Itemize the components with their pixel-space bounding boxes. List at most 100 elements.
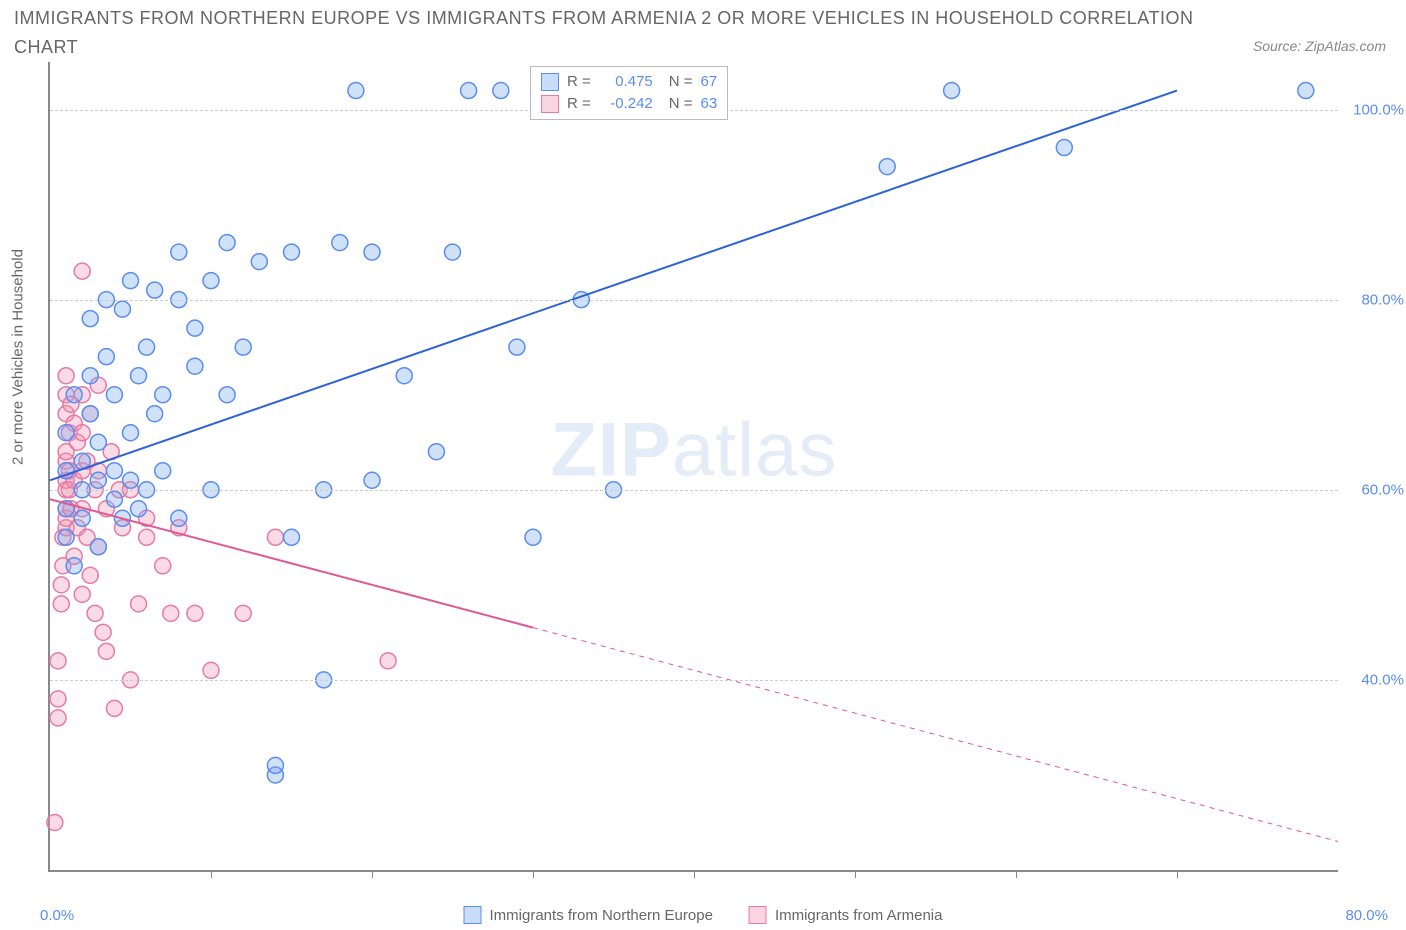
scatter-point-blue xyxy=(879,159,895,175)
scatter-point-blue xyxy=(58,529,74,545)
scatter-point-blue xyxy=(187,358,203,374)
scatter-point-pink xyxy=(163,605,179,621)
scatter-point-blue xyxy=(251,254,267,270)
chart-svg xyxy=(50,62,1338,870)
scatter-point-pink xyxy=(203,662,219,678)
plot-area: ZIPatlas 40.0%60.0%80.0%100.0% xyxy=(48,62,1338,872)
trend-line-pink-dashed xyxy=(533,628,1338,842)
bottom-legend-pink-label: Immigrants from Armenia xyxy=(775,907,943,924)
scatter-point-pink xyxy=(74,586,90,602)
scatter-point-pink xyxy=(187,605,203,621)
scatter-point-pink xyxy=(139,529,155,545)
scatter-point-blue xyxy=(131,501,147,517)
scatter-point-pink xyxy=(74,425,90,441)
scatter-point-blue xyxy=(74,510,90,526)
bottom-legend: Immigrants from Northern Europe Immigran… xyxy=(464,906,943,924)
x-tick xyxy=(1016,870,1017,878)
scatter-point-blue xyxy=(445,244,461,260)
scatter-point-blue xyxy=(235,339,251,355)
scatter-point-blue xyxy=(123,472,139,488)
x-tick xyxy=(372,870,373,878)
n-value-blue: 67 xyxy=(701,71,718,93)
source-attribution: Source: ZipAtlas.com xyxy=(1253,38,1386,54)
scatter-point-blue xyxy=(106,491,122,507)
scatter-point-pink xyxy=(53,577,69,593)
chart-title-line1: IMMIGRANTS FROM NORTHERN EUROPE VS IMMIG… xyxy=(14,8,1193,29)
scatter-point-pink xyxy=(74,263,90,279)
legend-row-blue: R = 0.475 N = 67 xyxy=(541,71,717,93)
scatter-point-pink xyxy=(106,700,122,716)
scatter-point-blue xyxy=(90,434,106,450)
n-label: N = xyxy=(669,71,693,93)
n-label-pink: N = xyxy=(669,93,693,115)
scatter-point-blue xyxy=(1298,83,1314,99)
scatter-point-pink xyxy=(47,814,63,830)
y-axis-title: 2 or more Vehicles in Household xyxy=(10,249,27,465)
scatter-point-blue xyxy=(98,349,114,365)
scatter-point-blue xyxy=(284,529,300,545)
scatter-point-blue xyxy=(82,368,98,384)
scatter-point-pink xyxy=(53,596,69,612)
scatter-point-blue xyxy=(284,244,300,260)
scatter-point-blue xyxy=(493,83,509,99)
bottom-legend-pink: Immigrants from Armenia xyxy=(749,906,943,924)
x-tick xyxy=(211,870,212,878)
scatter-point-pink xyxy=(98,643,114,659)
scatter-point-blue xyxy=(66,558,82,574)
scatter-point-blue xyxy=(90,539,106,555)
scatter-point-pink xyxy=(267,529,283,545)
scatter-point-pink xyxy=(58,368,74,384)
scatter-point-blue xyxy=(106,387,122,403)
scatter-point-pink xyxy=(50,691,66,707)
scatter-point-blue xyxy=(461,83,477,99)
r-label: R = xyxy=(567,71,591,93)
scatter-point-blue xyxy=(66,387,82,403)
x-tick xyxy=(1177,870,1178,878)
scatter-point-blue xyxy=(428,444,444,460)
scatter-point-blue xyxy=(1056,140,1072,156)
scatter-point-pink xyxy=(155,558,171,574)
y-tick-label: 60.0% xyxy=(1361,481,1404,498)
scatter-point-blue xyxy=(131,368,147,384)
scatter-point-blue xyxy=(139,339,155,355)
scatter-point-blue xyxy=(332,235,348,251)
y-tick-label: 80.0% xyxy=(1361,291,1404,308)
gridline xyxy=(50,300,1338,301)
correlation-legend: R = 0.475 N = 67 R = -0.242 N = 63 xyxy=(530,66,728,120)
swatch-pink xyxy=(541,95,559,113)
scatter-point-blue xyxy=(171,510,187,526)
trend-line-pink-solid xyxy=(50,499,533,627)
scatter-point-blue xyxy=(219,387,235,403)
scatter-point-pink xyxy=(82,567,98,583)
scatter-point-blue xyxy=(219,235,235,251)
scatter-point-blue xyxy=(106,463,122,479)
scatter-point-blue xyxy=(267,757,283,773)
swatch-blue xyxy=(541,73,559,91)
scatter-point-blue xyxy=(203,273,219,289)
scatter-point-blue xyxy=(114,301,130,317)
scatter-point-pink xyxy=(50,653,66,669)
scatter-point-blue xyxy=(171,244,187,260)
r-value-pink: -0.242 xyxy=(599,93,653,115)
scatter-point-blue xyxy=(155,463,171,479)
n-value-pink: 63 xyxy=(701,93,718,115)
r-value-blue: 0.475 xyxy=(599,71,653,93)
x-tick xyxy=(694,870,695,878)
x-axis-zero-label: 0.0% xyxy=(40,907,74,924)
scatter-point-blue xyxy=(123,273,139,289)
scatter-point-pink xyxy=(380,653,396,669)
chart-title-line2: CHART xyxy=(14,37,78,58)
scatter-point-blue xyxy=(364,244,380,260)
scatter-point-blue xyxy=(525,529,541,545)
gridline xyxy=(50,490,1338,491)
swatch-blue-bottom xyxy=(464,906,482,924)
scatter-point-blue xyxy=(123,425,139,441)
scatter-point-blue xyxy=(509,339,525,355)
scatter-point-blue xyxy=(147,282,163,298)
bottom-legend-blue-label: Immigrants from Northern Europe xyxy=(490,907,713,924)
scatter-point-pink xyxy=(87,605,103,621)
x-tick xyxy=(533,870,534,878)
scatter-point-pink xyxy=(50,710,66,726)
y-tick-label: 100.0% xyxy=(1353,101,1404,118)
r-label-pink: R = xyxy=(567,93,591,115)
